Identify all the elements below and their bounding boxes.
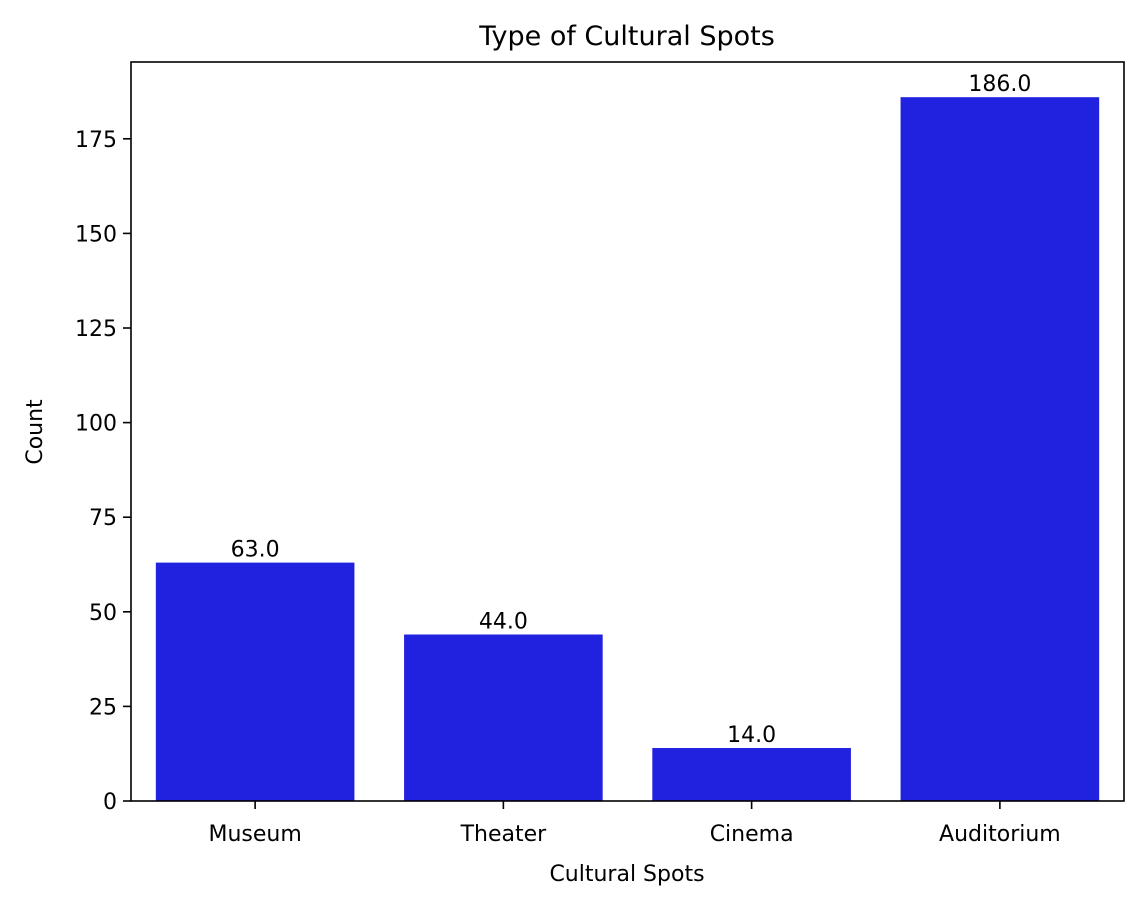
x-tick-label: Museum [208,822,301,847]
bar-value-label: 186.0 [968,72,1031,97]
plot-frame [130,61,1125,802]
y-axis: 0 25 50 75 100 125 150 175 [75,128,131,815]
x-tick-label: Theater [460,822,548,847]
bar-value-label: 14.0 [727,723,776,748]
x-axis: Museum Theater Cinema Auditorium [208,801,1061,847]
bar-value-label: 63.0 [231,538,280,563]
x-tick-label: Auditorium [939,822,1061,847]
x-tick-label: Cinema [710,822,794,847]
y-tick-label: 25 [89,695,117,720]
bar-museum [155,562,355,801]
y-tick-label: 125 [75,317,117,342]
y-tick-label: 50 [89,601,117,626]
y-tick-label: 100 [75,412,117,437]
bar-theater [404,634,603,801]
y-tick-label: 0 [103,790,117,815]
bar-auditorium [900,97,1100,801]
y-tick-label: 150 [75,222,117,247]
y-tick-label: 175 [75,128,117,153]
bar-value-label: 44.0 [479,610,528,635]
x-axis-title: Cultural Spots [549,862,704,887]
bars-group [155,97,1100,801]
bar-labels-group: 63.0 44.0 14.0 186.0 [231,72,1032,748]
y-axis-title: Count [23,399,48,465]
y-tick-label: 75 [89,506,117,531]
chart-title: Type of Cultural Spots [478,21,775,52]
bar-cinema [652,748,851,801]
